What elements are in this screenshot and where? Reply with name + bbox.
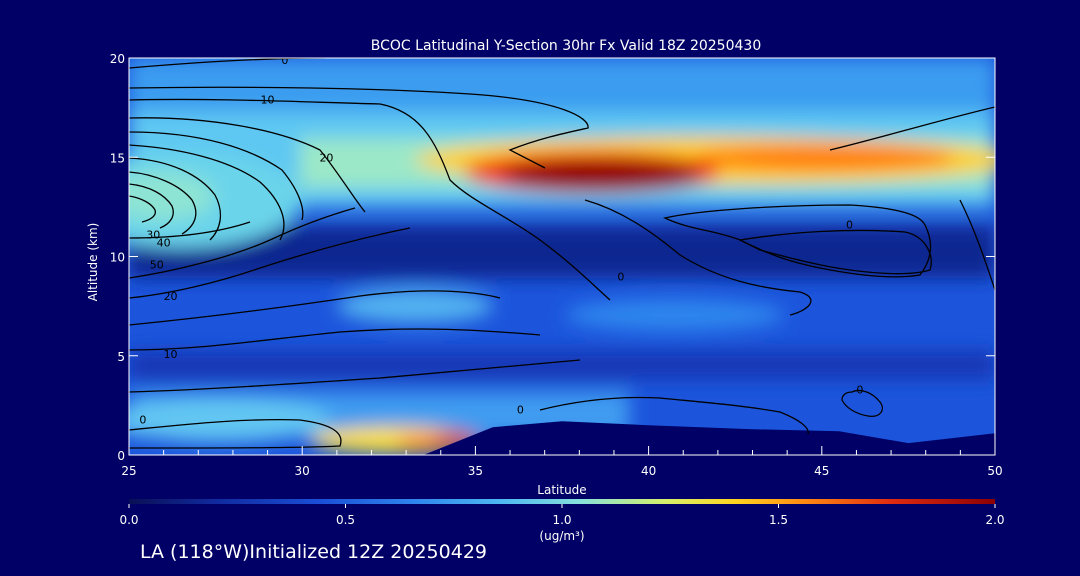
y-tick-label: 20 xyxy=(110,52,125,66)
x-tick-label: 50 xyxy=(987,464,1002,478)
colorbar-tick-label: 1.5 xyxy=(769,513,788,527)
y-tick-label: 0 xyxy=(117,449,125,463)
colorbar-tick-label: 0.0 xyxy=(119,513,138,527)
contour-label: 40 xyxy=(157,237,171,250)
field-upper-band-orange xyxy=(695,145,955,171)
contour-lines xyxy=(129,58,995,449)
colorbar-ticks: 0.0 0.5 1.0 1.5 2.0 xyxy=(119,504,1005,527)
contour-label: 0 xyxy=(517,403,524,416)
colorbar-tick-label: 1.0 xyxy=(552,513,571,527)
colorbar-tick-label: 2.0 xyxy=(985,513,1004,527)
contour-label: 0 xyxy=(856,383,863,396)
x-tick-label: 35 xyxy=(468,464,483,478)
contour-label: 0 xyxy=(846,219,853,232)
y-axis: 0 5 10 15 20 xyxy=(110,52,995,463)
x-tick-label: 30 xyxy=(295,464,310,478)
y-axis-label: Altitude (km) xyxy=(86,223,100,302)
field-dark-band xyxy=(129,226,995,278)
contour-label: 0 xyxy=(617,270,624,283)
x-axis: 25 30 35 40 45 50 xyxy=(121,446,1003,478)
field-lower-band xyxy=(129,350,995,380)
location-label: LA (118°W)Initialized 12Z 20250429 xyxy=(140,541,487,563)
colorbar-unit-label: (ug/m³) xyxy=(539,529,584,543)
contour-label: 10 xyxy=(261,94,275,107)
contour-label: 30 xyxy=(146,229,160,242)
contour-label: 20 xyxy=(164,290,178,303)
terrain-mask xyxy=(423,421,995,455)
contour-label: 10 xyxy=(164,348,178,361)
concentration-field xyxy=(129,58,995,453)
x-axis-label: Latitude xyxy=(537,483,586,497)
field-elevated-max-core xyxy=(502,160,702,190)
field-left-plume-core xyxy=(129,171,215,221)
colorbar-tick-label: 0.5 xyxy=(336,513,355,527)
y-tick-label: 10 xyxy=(110,251,125,265)
contour-label: 50 xyxy=(150,258,164,271)
field-mid-patch-right xyxy=(565,299,785,331)
x-tick-label: 45 xyxy=(814,464,829,478)
contour-label: 0 xyxy=(281,54,288,67)
x-tick-label: 40 xyxy=(641,464,656,478)
field-mid-patch xyxy=(337,289,493,323)
y-tick-label: 5 xyxy=(117,350,125,364)
y-tick-label: 15 xyxy=(110,151,125,165)
colorbar xyxy=(129,499,995,504)
contour-label: 20 xyxy=(319,151,333,164)
chart-title: BCOC Latitudinal Y-Section 30hr Fx Valid… xyxy=(371,38,761,54)
contour-label: 0 xyxy=(139,413,146,426)
x-tick-label: 25 xyxy=(121,464,136,478)
field-surface-left xyxy=(129,398,330,442)
